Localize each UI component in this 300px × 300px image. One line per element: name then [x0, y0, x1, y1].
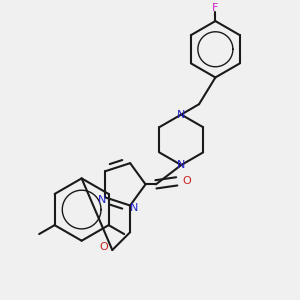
Text: N: N — [130, 203, 138, 213]
Text: N: N — [98, 195, 106, 205]
Text: N: N — [177, 160, 185, 170]
Text: F: F — [212, 3, 219, 13]
Text: O: O — [182, 176, 190, 186]
Text: N: N — [177, 110, 185, 120]
Text: O: O — [99, 242, 108, 252]
